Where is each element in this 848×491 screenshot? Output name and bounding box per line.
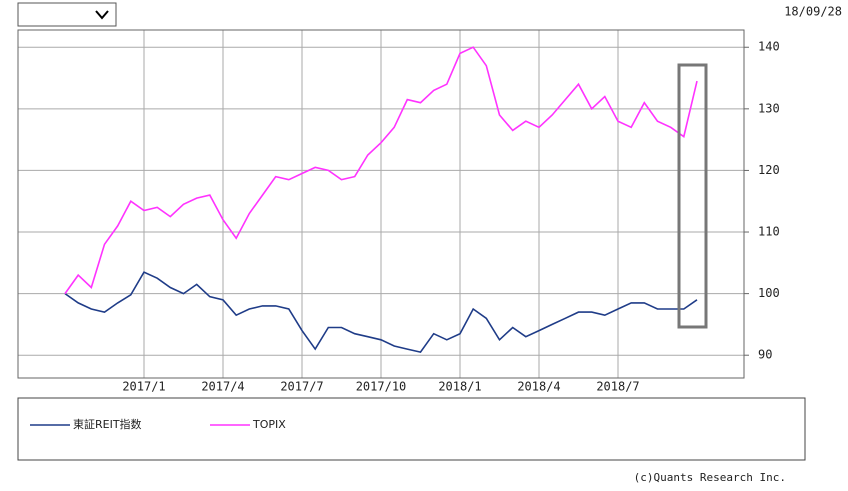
legend-box [17,397,806,461]
y-tick-label: 130 [758,101,780,115]
y-tick-label: 90 [758,348,772,362]
series-line [64,271,698,353]
y-tick-label: 100 [758,286,780,300]
highlight-box [677,63,708,329]
x-tick-label: 2018/7 [596,380,639,394]
y-tick-label: 110 [758,225,780,239]
y-tick-label: 140 [758,40,780,54]
x-tick-label: 2017/1 [122,380,165,394]
dropdown[interactable] [17,2,117,27]
date-label: 18/09/28 [784,5,842,19]
x-tick-label: 2017/10 [356,380,407,394]
legend-label: 東証REIT指数 [73,417,142,431]
x-tick-label: 2018/1 [438,380,481,394]
x-tick-label: 2017/4 [201,380,244,394]
legend-label: TOPIX [252,418,286,431]
credit: (c)Quants Research Inc. [634,471,786,484]
x-tick-label: 2018/4 [517,380,560,394]
series-line [64,46,698,295]
plot-border [17,29,745,379]
x-tick-label: 2017/7 [280,380,323,394]
dropdown-arrow[interactable] [95,10,109,20]
y-tick-label: 120 [758,163,780,177]
